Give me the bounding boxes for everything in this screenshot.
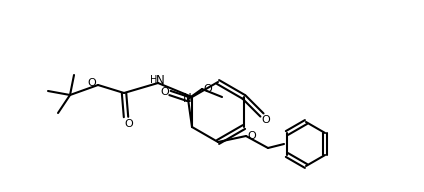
Text: O: O — [88, 78, 96, 88]
Text: O: O — [125, 119, 134, 129]
Text: N: N — [183, 92, 191, 104]
Text: O: O — [161, 87, 170, 97]
Text: O: O — [204, 84, 212, 94]
Text: H: H — [151, 75, 158, 85]
Text: O: O — [248, 131, 257, 141]
Text: N: N — [156, 74, 165, 87]
Text: O: O — [262, 115, 271, 125]
